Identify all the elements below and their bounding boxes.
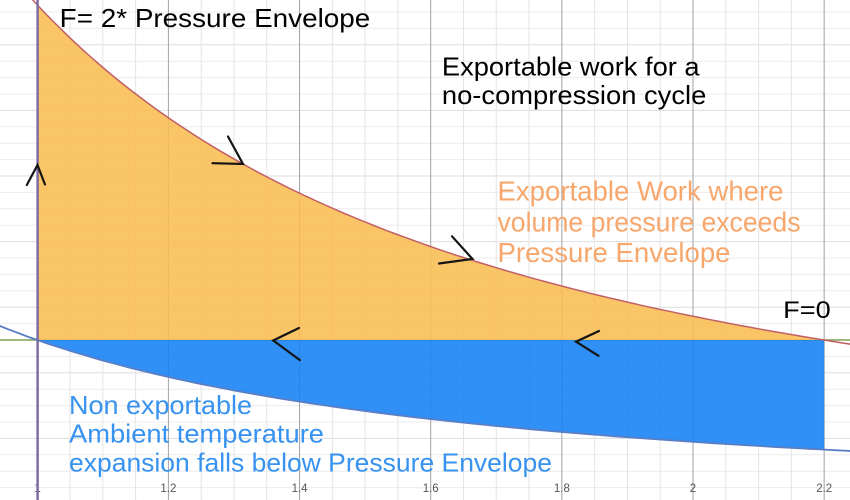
svg-text:Exportable work for a: Exportable work for a: [442, 52, 700, 82]
svg-text:1.8: 1.8: [554, 483, 570, 495]
svg-text:1.2: 1.2: [160, 483, 176, 495]
svg-text:no-compression cycle: no-compression cycle: [442, 80, 706, 110]
svg-text:Pressure Envelope: Pressure Envelope: [498, 237, 731, 268]
svg-text:F= 2* Pressure Envelope: F= 2* Pressure Envelope: [60, 3, 371, 33]
svg-text:Ambient temperature: Ambient temperature: [69, 419, 324, 449]
svg-text:expansion falls below Pressure: expansion falls below Pressure Envelope: [69, 448, 552, 478]
svg-text:Non exportable: Non exportable: [69, 390, 252, 420]
svg-text:Exportable Work where: Exportable Work where: [498, 176, 784, 207]
svg-text:2.2: 2.2: [816, 483, 832, 495]
svg-text:1.4: 1.4: [292, 483, 309, 495]
svg-text:1.6: 1.6: [423, 483, 439, 495]
svg-text:F=0: F=0: [783, 297, 831, 324]
svg-text:2: 2: [690, 483, 696, 495]
svg-text:volume pressure exceeds: volume pressure exceeds: [498, 206, 801, 237]
